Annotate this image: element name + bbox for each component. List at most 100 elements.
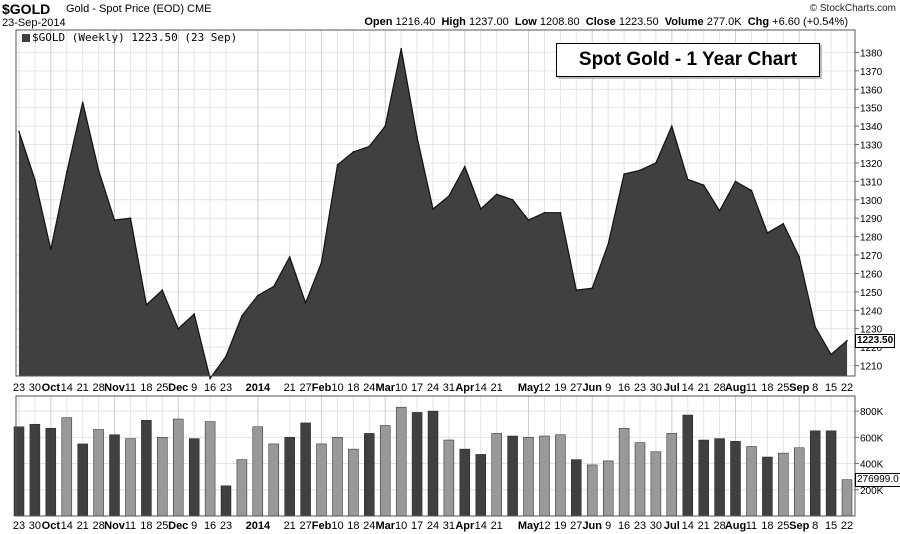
price-tick-label: 1290: [860, 214, 883, 225]
x-tick-label: 21: [77, 520, 89, 532]
volume-bar: [459, 448, 471, 517]
volume-bar: [443, 439, 455, 517]
volume-bar: [284, 437, 295, 517]
copyright-label: © StockCharts.com: [809, 3, 896, 14]
exchange-text: CME: [187, 3, 212, 15]
x-tick-label: 22: [841, 382, 853, 394]
price-tick-label: 1380: [860, 48, 883, 59]
x-tick-label: 10: [395, 382, 407, 394]
price-tick-label: 1340: [860, 122, 883, 133]
x-tick-label: Oct: [42, 520, 61, 532]
chg-value: +6.60 (+0.54%): [772, 16, 848, 28]
price-point: [320, 261, 323, 264]
volume-bar: [236, 459, 248, 517]
x-tick-label: 15: [825, 382, 837, 394]
price-point: [97, 169, 100, 172]
description-text: Gold - Spot Price (EOD): [66, 3, 184, 15]
symbol-label: $GOLD: [2, 1, 51, 17]
price-tick-label: 1250: [860, 288, 883, 299]
x-tick-label: Aug: [725, 520, 746, 532]
description-label: Gold - Spot Price (EOD) CME: [66, 3, 212, 15]
price-point: [384, 125, 387, 127]
x-tick-label: 9: [191, 382, 197, 394]
legend-text: $GOLD (Weekly) 1223.50 (23 Sep): [32, 31, 238, 44]
x-tick-label: 18: [140, 382, 152, 394]
x-tick-label: Sep: [789, 382, 809, 394]
x-tick-label: Feb: [312, 520, 332, 532]
volume-bar: [666, 433, 678, 517]
x-tick-label: 11: [125, 520, 136, 532]
price-point: [846, 339, 848, 342]
x-tick-label: 10: [395, 520, 407, 532]
x-tick-label: 9: [605, 382, 611, 394]
series-legend: $GOLD (Weekly) 1223.50 (23 Sep): [22, 31, 237, 44]
price-tick-label: 1350: [860, 104, 883, 115]
price-point: [288, 256, 291, 258]
volume-bar: [555, 434, 566, 517]
x-tick-label: 11: [746, 520, 757, 532]
x-tick-label: 18: [347, 382, 359, 394]
volume-bar: [586, 464, 598, 517]
volume-bar: [141, 420, 152, 517]
volume-bar: [29, 423, 41, 517]
price-tick-label: 1240: [860, 306, 883, 317]
x-tick-label: 14: [682, 520, 694, 532]
high-label: High: [441, 16, 466, 28]
price-point: [400, 47, 403, 50]
price-point: [66, 171, 68, 173]
x-tick-label: 23: [13, 382, 25, 394]
x-tick-label: 24: [427, 520, 439, 532]
x-tick-label: Dec: [168, 520, 188, 532]
x-tick-label: 21: [284, 520, 296, 532]
x-tick-label: 19: [554, 520, 566, 532]
x-tick-label: 8: [812, 382, 818, 394]
price-point: [336, 164, 339, 166]
open-value: 1216.40: [395, 16, 436, 28]
price-point: [495, 193, 498, 196]
price-point: [798, 256, 800, 258]
x-tick-label: 2014: [246, 382, 271, 394]
price-point: [113, 219, 116, 221]
x-tick-label: Sep: [789, 520, 809, 532]
volume-bar: [364, 433, 375, 517]
volume-bar: [523, 437, 534, 517]
volume-bar: [650, 451, 662, 517]
high-value: 1237.00: [468, 16, 509, 28]
price-point: [559, 211, 562, 214]
x-tick-label: 21: [491, 520, 503, 532]
x-tick-label: Nov: [104, 520, 126, 532]
volume-bar: [825, 430, 837, 517]
x-tick-label: 18: [761, 520, 773, 532]
x-tick-label: 14: [61, 520, 73, 532]
volume-label: Volume: [664, 16, 704, 28]
volume-bar: [507, 435, 518, 517]
x-tick-label: Dec: [168, 382, 188, 394]
last-volume-tag: 276999.0: [855, 472, 900, 487]
volume-bar: [348, 448, 359, 517]
price-point: [209, 377, 211, 380]
volume-bar: [332, 437, 343, 517]
price-point: [464, 165, 466, 168]
x-tick-label: 21: [698, 382, 710, 394]
price-tick-label: 1320: [860, 159, 883, 170]
x-tick-label: Oct: [42, 382, 61, 394]
volume-bar: [316, 443, 327, 517]
x-tick-label: 14: [475, 520, 487, 532]
x-tick-label: Mar: [375, 520, 395, 532]
price-point: [273, 285, 275, 288]
volume-bar: [125, 438, 136, 517]
price-point: [718, 210, 721, 212]
x-tick-label: 18: [140, 520, 152, 532]
price-point: [145, 304, 148, 306]
volume-bar: [714, 438, 725, 517]
x-tick-label: Apr: [455, 520, 475, 532]
x-tick-label: Jul: [664, 520, 680, 532]
x-tick-label: 21: [284, 382, 296, 394]
price-point: [687, 178, 689, 181]
x-tick-label: 23: [634, 520, 646, 532]
price-tick-label: 1270: [860, 251, 883, 262]
x-tick-label: 16: [618, 520, 630, 532]
x-tick-label: Mar: [375, 382, 395, 394]
x-tick-label: 19: [554, 382, 566, 394]
volume-bar: [157, 437, 168, 517]
